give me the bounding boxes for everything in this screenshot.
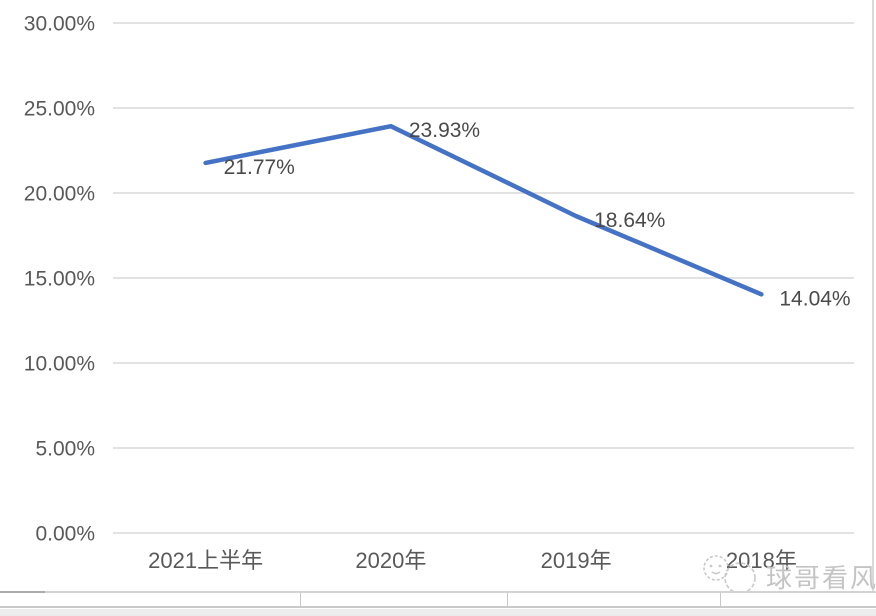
data-point-label: 14.04%: [779, 287, 850, 310]
cell-divider: [720, 593, 721, 606]
bottom-gray-strip: [0, 609, 876, 616]
data-series-line: [203, 123, 764, 297]
x-axis-category-label: 2019年: [541, 548, 612, 573]
x-axis-category-label: 2020年: [355, 548, 426, 573]
y-axis-tick-label: 10.00%: [24, 353, 95, 376]
data-point-label: 18.64%: [594, 209, 665, 232]
y-axis-tick-label: 0.00%: [35, 523, 95, 546]
cell-border-accent: [0, 591, 45, 593]
x-axis-category-label: 2021上半年: [148, 548, 263, 573]
cell-divider: [300, 593, 301, 606]
y-axis-tick-label: 5.00%: [35, 438, 95, 461]
data-point-label: 23.93%: [409, 119, 480, 142]
y-axis-tick-label: 15.00%: [24, 268, 95, 291]
x-axis-category-label: 2018年: [726, 548, 797, 573]
y-axis-tick-label: 20.00%: [24, 183, 95, 206]
y-axis-tick-label: 25.00%: [24, 98, 95, 121]
cell-divider: [507, 593, 508, 606]
chart-right-border: [872, 0, 874, 592]
spreadsheet-cell-row: [0, 591, 876, 608]
data-point-label: 21.77%: [224, 156, 295, 179]
y-axis-tick-label: 30.00%: [24, 13, 95, 36]
